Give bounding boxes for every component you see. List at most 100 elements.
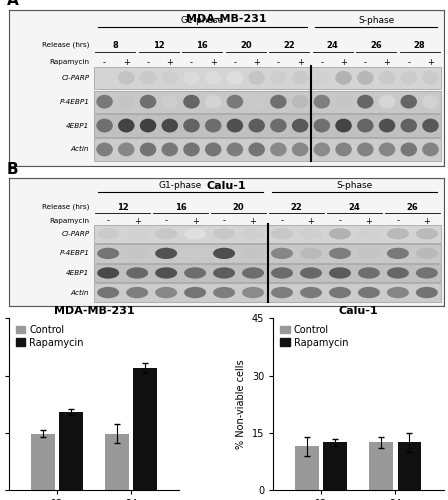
Ellipse shape xyxy=(401,71,417,85)
Ellipse shape xyxy=(379,94,395,108)
Ellipse shape xyxy=(155,268,177,278)
Ellipse shape xyxy=(401,94,417,108)
Ellipse shape xyxy=(358,268,380,278)
Ellipse shape xyxy=(270,142,287,156)
Text: -: - xyxy=(164,216,168,226)
Text: 4EBP1: 4EBP1 xyxy=(66,270,89,276)
Legend: Control, Rapamycin: Control, Rapamycin xyxy=(14,323,86,349)
Ellipse shape xyxy=(213,248,235,259)
Text: Release (hrs): Release (hrs) xyxy=(42,42,89,48)
Text: -: - xyxy=(146,58,150,67)
Text: P-4EBP1: P-4EBP1 xyxy=(60,98,89,104)
Ellipse shape xyxy=(213,287,235,298)
Bar xyxy=(94,114,441,136)
Ellipse shape xyxy=(401,142,417,156)
Text: 16: 16 xyxy=(175,202,186,211)
Ellipse shape xyxy=(205,94,221,108)
Title: MDA-MB-231: MDA-MB-231 xyxy=(54,306,134,316)
Text: 12: 12 xyxy=(153,40,165,50)
Bar xyxy=(94,66,441,89)
Text: Rapamycin: Rapamycin xyxy=(49,218,89,224)
Ellipse shape xyxy=(357,71,374,85)
Ellipse shape xyxy=(401,118,417,132)
Bar xyxy=(105,434,129,490)
Ellipse shape xyxy=(379,118,395,132)
Ellipse shape xyxy=(118,142,134,156)
Text: -: - xyxy=(407,58,410,67)
Text: Release (hrs): Release (hrs) xyxy=(42,204,89,210)
Ellipse shape xyxy=(422,142,439,156)
Ellipse shape xyxy=(314,118,330,132)
Ellipse shape xyxy=(205,118,221,132)
Ellipse shape xyxy=(357,94,374,108)
Ellipse shape xyxy=(271,287,293,298)
Ellipse shape xyxy=(155,287,177,298)
Ellipse shape xyxy=(329,228,351,239)
Ellipse shape xyxy=(140,142,156,156)
Text: -: - xyxy=(364,58,367,67)
Bar xyxy=(94,244,441,262)
Text: -: - xyxy=(103,58,106,67)
Text: +: + xyxy=(427,58,434,67)
Bar xyxy=(94,90,441,113)
Ellipse shape xyxy=(357,142,374,156)
Text: 16: 16 xyxy=(197,40,208,50)
Ellipse shape xyxy=(184,228,206,239)
Text: -: - xyxy=(223,216,225,226)
Ellipse shape xyxy=(227,71,243,85)
Ellipse shape xyxy=(205,142,221,156)
Text: Cl-PARP: Cl-PARP xyxy=(61,75,89,81)
Ellipse shape xyxy=(271,248,293,259)
Text: +: + xyxy=(423,216,430,226)
Ellipse shape xyxy=(118,94,134,108)
Text: +: + xyxy=(340,58,347,67)
Text: -: - xyxy=(277,58,280,67)
Ellipse shape xyxy=(96,142,113,156)
Ellipse shape xyxy=(155,228,177,239)
Ellipse shape xyxy=(96,71,113,85)
Ellipse shape xyxy=(335,94,352,108)
Ellipse shape xyxy=(416,287,438,298)
Ellipse shape xyxy=(161,71,178,85)
Ellipse shape xyxy=(140,94,156,108)
Ellipse shape xyxy=(140,118,156,132)
Bar xyxy=(134,368,157,490)
Text: +: + xyxy=(210,58,217,67)
Text: Cl-PARP: Cl-PARP xyxy=(61,231,89,237)
Text: +: + xyxy=(192,216,198,226)
Text: +: + xyxy=(297,58,304,67)
Ellipse shape xyxy=(300,268,322,278)
Ellipse shape xyxy=(248,71,265,85)
Ellipse shape xyxy=(184,287,206,298)
Bar xyxy=(94,284,441,302)
Text: +: + xyxy=(366,216,372,226)
Ellipse shape xyxy=(242,287,264,298)
Text: +: + xyxy=(123,58,130,67)
Ellipse shape xyxy=(358,287,380,298)
Ellipse shape xyxy=(248,118,265,132)
Ellipse shape xyxy=(242,248,264,259)
Text: -: - xyxy=(233,58,237,67)
Text: G1-phase: G1-phase xyxy=(181,16,224,25)
Ellipse shape xyxy=(213,268,235,278)
Ellipse shape xyxy=(140,71,156,85)
Text: 26: 26 xyxy=(406,202,418,211)
Ellipse shape xyxy=(314,142,330,156)
Ellipse shape xyxy=(126,228,148,239)
Ellipse shape xyxy=(416,248,438,259)
Ellipse shape xyxy=(126,248,148,259)
Text: 26: 26 xyxy=(370,40,382,50)
Ellipse shape xyxy=(227,118,243,132)
Ellipse shape xyxy=(358,248,380,259)
Ellipse shape xyxy=(183,71,200,85)
Text: -: - xyxy=(396,216,399,226)
Ellipse shape xyxy=(227,142,243,156)
Ellipse shape xyxy=(329,268,351,278)
Bar xyxy=(94,224,441,243)
Ellipse shape xyxy=(271,268,293,278)
Ellipse shape xyxy=(213,228,235,239)
Y-axis label: % Non-viable cells: % Non-viable cells xyxy=(236,360,246,449)
Ellipse shape xyxy=(227,94,243,108)
Text: +: + xyxy=(253,58,260,67)
Ellipse shape xyxy=(416,228,438,239)
